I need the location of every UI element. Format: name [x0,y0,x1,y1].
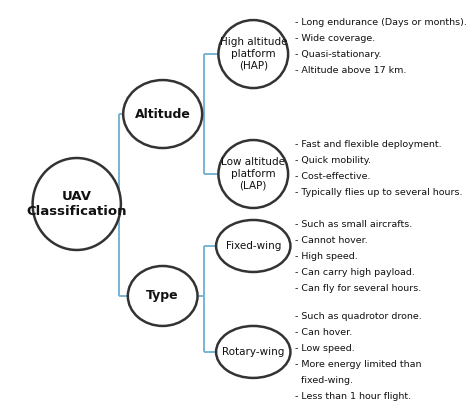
Ellipse shape [219,20,288,88]
Text: Fixed-wing: Fixed-wing [226,241,281,251]
Text: - Can hover.: - Can hover. [295,328,352,337]
Text: - Less than 1 hour flight.: - Less than 1 hour flight. [295,392,411,401]
Text: - Wide coverage.: - Wide coverage. [295,34,375,43]
Text: - Cannot hover.: - Cannot hover. [295,236,368,245]
Text: - Such as small aircrafts.: - Such as small aircrafts. [295,220,412,229]
Text: fixed-wing.: fixed-wing. [295,376,353,385]
Text: - Can fly for several hours.: - Can fly for several hours. [295,284,421,293]
Text: - Fast and flexible deployment.: - Fast and flexible deployment. [295,140,442,149]
Text: Low altitude
platform
(LAP): Low altitude platform (LAP) [221,157,285,191]
Text: - Quick mobility.: - Quick mobility. [295,156,371,165]
Text: - Long endurance (Days or months).: - Long endurance (Days or months). [295,18,467,27]
Text: - Altitude above 17 km.: - Altitude above 17 km. [295,66,406,75]
Ellipse shape [216,326,291,378]
Ellipse shape [219,140,288,208]
Ellipse shape [123,80,202,148]
Text: - More energy limited than: - More energy limited than [295,360,421,369]
Ellipse shape [33,158,121,250]
Text: Type: Type [146,289,179,302]
Text: - Typically flies up to several hours.: - Typically flies up to several hours. [295,188,463,197]
Text: - Quasi-stationary.: - Quasi-stationary. [295,50,382,59]
Text: - Such as quadrotor drone.: - Such as quadrotor drone. [295,312,422,321]
Text: Altitude: Altitude [135,108,191,120]
Text: UAV
Classification: UAV Classification [27,190,127,218]
Text: - Low speed.: - Low speed. [295,344,355,353]
Ellipse shape [216,220,291,272]
Text: - Can carry high payload.: - Can carry high payload. [295,268,415,277]
Text: Rotary-wing: Rotary-wing [222,347,284,357]
Text: - Cost-effective.: - Cost-effective. [295,172,371,181]
Text: - High speed.: - High speed. [295,252,358,261]
Text: High altitude
platform
(HAP): High altitude platform (HAP) [219,38,287,71]
Ellipse shape [128,266,198,326]
